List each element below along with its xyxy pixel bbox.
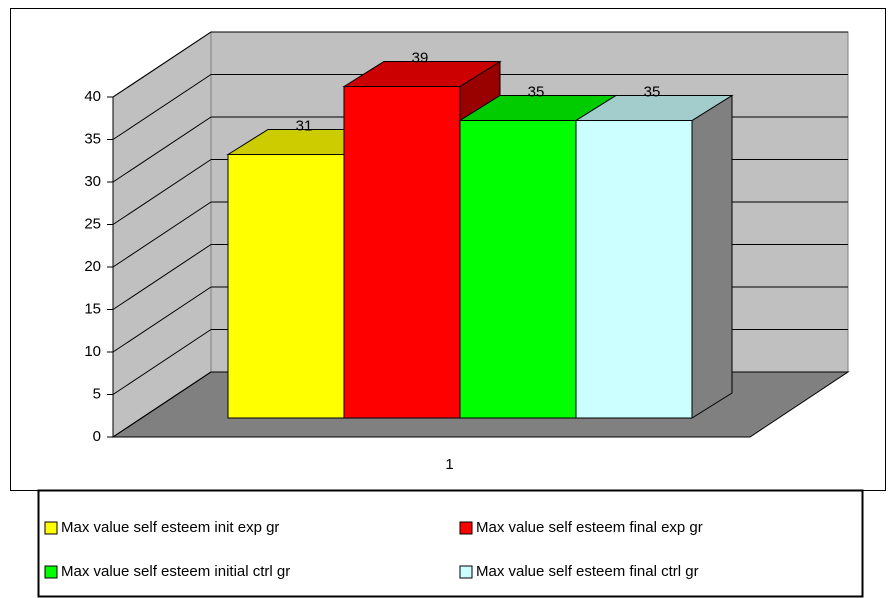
bar-top: [342, 61, 502, 87]
grid-line: [112, 329, 212, 395]
data-label: 39: [412, 49, 429, 66]
y-tick-label: 15: [84, 300, 101, 317]
data-label: 35: [644, 83, 661, 100]
y-tick-label: 20: [84, 258, 101, 275]
grid-line: [112, 201, 212, 268]
grid-line: [112, 31, 212, 98]
y-tick-label: 5: [93, 385, 101, 402]
y-tick-label: 40: [84, 88, 101, 105]
bar: [459, 120, 577, 419]
y-tick-label: 35: [84, 130, 101, 147]
grid-line: [112, 74, 212, 140]
legend-swatch: [459, 521, 473, 535]
legend-swatch: [44, 565, 58, 579]
bar: [227, 154, 345, 419]
grid-line: [112, 286, 212, 353]
y-tick-label: 30: [84, 173, 101, 190]
y-tick-label: 10: [84, 343, 101, 360]
legend-swatch: [459, 565, 473, 579]
grid-line: [112, 244, 212, 310]
grid-line: [112, 371, 212, 438]
y-tick-label: 0: [93, 428, 101, 445]
bar: [343, 86, 461, 419]
grid-line: [112, 116, 212, 183]
bar-side: [691, 94, 733, 419]
legend-label: Max value self esteem final ctrl gr: [476, 563, 699, 580]
grid-line: [112, 159, 212, 225]
legend-label: Max value self esteem init exp gr: [61, 519, 279, 536]
data-label: 31: [296, 117, 313, 134]
legend-frame: [37, 489, 864, 598]
legend-label: Max value self esteem initial ctrl gr: [61, 563, 290, 580]
data-label: 35: [528, 83, 545, 100]
x-tick-label: 1: [445, 456, 453, 473]
legend-label: Max value self esteem final exp gr: [476, 519, 703, 536]
bar-top: [574, 95, 734, 121]
bar: [575, 120, 693, 419]
legend-swatch: [44, 521, 58, 535]
y-tick-label: 25: [84, 215, 101, 232]
